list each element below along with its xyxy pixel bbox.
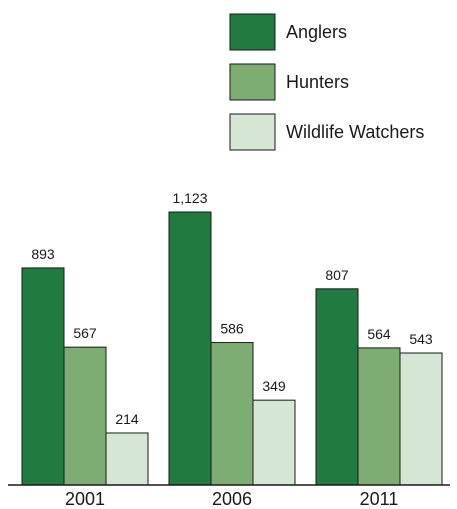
data-label-anglers-2006: 1,123 (172, 190, 207, 206)
data-label-hunters-2001: 567 (73, 325, 97, 341)
bar-anglers-2001 (21, 267, 65, 486)
legend-label-wildlife-watchers: Wildlife Watchers (286, 122, 424, 142)
legend-swatch-wildlife-watchers (229, 113, 276, 151)
bar-wildlife-watchers-2006 (252, 399, 296, 486)
bar-wildlife-watchers-2001 (105, 432, 149, 486)
legend-swatch-hunters (229, 63, 276, 101)
chart-data-labels: 893 567 214 1,123 586 349 807 564 543 (31, 190, 433, 427)
chart-legend: Anglers Hunters Wildlife Watchers (229, 13, 424, 151)
bar-anglers-2006 (168, 211, 212, 486)
chart-bars (21, 211, 443, 486)
bar-hunters-2006 (210, 342, 254, 486)
data-label-wildlife-watchers-2011: 543 (409, 331, 433, 347)
x-tick-label-2011: 2011 (360, 489, 399, 509)
bar-wildlife-watchers-2011 (399, 352, 443, 486)
data-label-hunters-2006: 586 (220, 321, 244, 337)
data-label-anglers-2001: 893 (31, 246, 55, 262)
bar-anglers-2011 (315, 288, 359, 486)
data-label-wildlife-watchers-2006: 349 (262, 378, 286, 394)
x-tick-label-2001: 2001 (65, 489, 105, 509)
data-label-wildlife-watchers-2001: 214 (115, 411, 139, 427)
legend-label-hunters: Hunters (286, 72, 349, 92)
legend-label-anglers: Anglers (286, 22, 347, 42)
x-axis-tick-labels: 2001 2006 2011 (65, 489, 398, 509)
bar-hunters-2011 (357, 347, 401, 486)
legend-swatch-anglers (229, 13, 276, 51)
x-tick-label-2006: 2006 (212, 489, 252, 509)
data-label-hunters-2011: 564 (367, 326, 391, 342)
data-label-anglers-2011: 807 (325, 267, 349, 283)
bar-hunters-2001 (63, 346, 107, 486)
